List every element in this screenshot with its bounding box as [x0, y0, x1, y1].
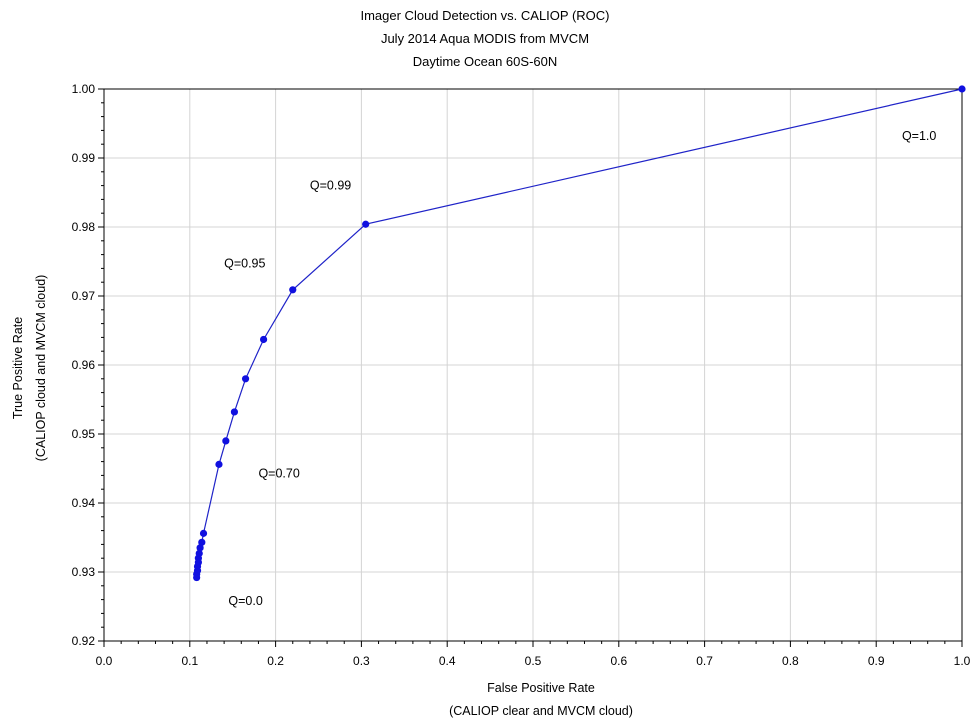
- y-axis-label-line-2: (CALIOP cloud and MVCM cloud): [34, 275, 48, 462]
- y-tick-label: 0.97: [72, 289, 96, 303]
- roc-point: [289, 286, 297, 294]
- chart-title-line-3: Daytime Ocean 60S-60N: [413, 54, 558, 69]
- roc-point: [259, 335, 268, 344]
- x-tick-label: 0.9: [868, 654, 885, 668]
- q-annotation: Q=1.0: [902, 129, 936, 143]
- roc-point: [230, 408, 239, 416]
- chart-title-line-2: July 2014 Aqua MODIS from MVCM: [381, 31, 589, 46]
- roc-point: [958, 85, 966, 93]
- y-tick-label: 0.95: [72, 427, 96, 441]
- chart-title: Imager Cloud Detection vs. CALIOP (ROC) …: [360, 8, 609, 69]
- roc-line: [196, 88, 963, 578]
- q-annotation: Q=0.0: [228, 594, 262, 608]
- y-axis-label-line-1: True Positive Rate: [11, 317, 25, 419]
- y-axis-label-sub: (CALIOP cloud and MVCM cloud): [34, 275, 48, 462]
- x-axis-label-line-2: (CALIOP clear and MVCM cloud): [449, 704, 633, 718]
- x-axis-label-line-1: False Positive Rate: [487, 681, 595, 695]
- y-tick-labels: 0.92 0.93 0.94 0.95 0.96 0.97 0.98 0.99 1.00: [72, 82, 96, 648]
- x-tick-label: 0.3: [353, 654, 370, 668]
- x-tick-label: 0.1: [181, 654, 198, 668]
- roc-point: [362, 220, 370, 228]
- grid-lines: [103, 88, 963, 642]
- x-tick-label: 0.6: [610, 654, 627, 668]
- x-tick-label: 0.0: [96, 654, 113, 668]
- x-tick-label: 0.5: [525, 654, 542, 668]
- plot-frame: [103, 88, 963, 642]
- y-tick-label: 1.00: [72, 82, 96, 96]
- x-tick-label: 0.2: [267, 654, 284, 668]
- x-tick-label: 0.4: [439, 654, 456, 668]
- x-tick-labels: 0.0 0.1 0.2 0.3 0.4 0.5 0.6 0.7 0.8 0.9 1.0: [96, 654, 971, 668]
- roc-series: [193, 85, 966, 582]
- roc-point: [198, 538, 206, 546]
- x-tick-label: 0.7: [696, 654, 713, 668]
- axis-ticks: [98, 88, 963, 647]
- y-tick-label: 0.98: [72, 220, 96, 234]
- y-axis-label: True Positive Rate: [11, 317, 25, 419]
- chart-title-line-1: Imager Cloud Detection vs. CALIOP (ROC): [360, 8, 609, 23]
- roc-point: [241, 375, 250, 383]
- y-tick-label: 0.99: [72, 151, 96, 165]
- q-annotations: Q=1.0 Q=0.99 Q=0.95 Q=0.70 Q=0.0: [224, 129, 936, 608]
- roc-point: [215, 460, 223, 468]
- roc-point: [222, 437, 230, 445]
- q-annotation: Q=0.95: [224, 257, 265, 271]
- roc-point: [199, 529, 208, 537]
- q-annotation: Q=0.70: [258, 466, 299, 480]
- x-axis-label: False Positive Rate (CALIOP clear and MV…: [449, 681, 633, 718]
- roc-point: [195, 549, 203, 557]
- y-tick-label: 0.93: [72, 565, 96, 579]
- x-tick-label: 1.0: [954, 654, 971, 668]
- x-tick-label: 0.8: [782, 654, 799, 668]
- y-tick-label: 0.94: [72, 496, 96, 510]
- q-annotation: Q=0.99: [310, 179, 351, 193]
- y-tick-label: 0.96: [72, 358, 96, 372]
- roc-point: [196, 544, 204, 552]
- y-tick-label: 0.92: [72, 634, 96, 648]
